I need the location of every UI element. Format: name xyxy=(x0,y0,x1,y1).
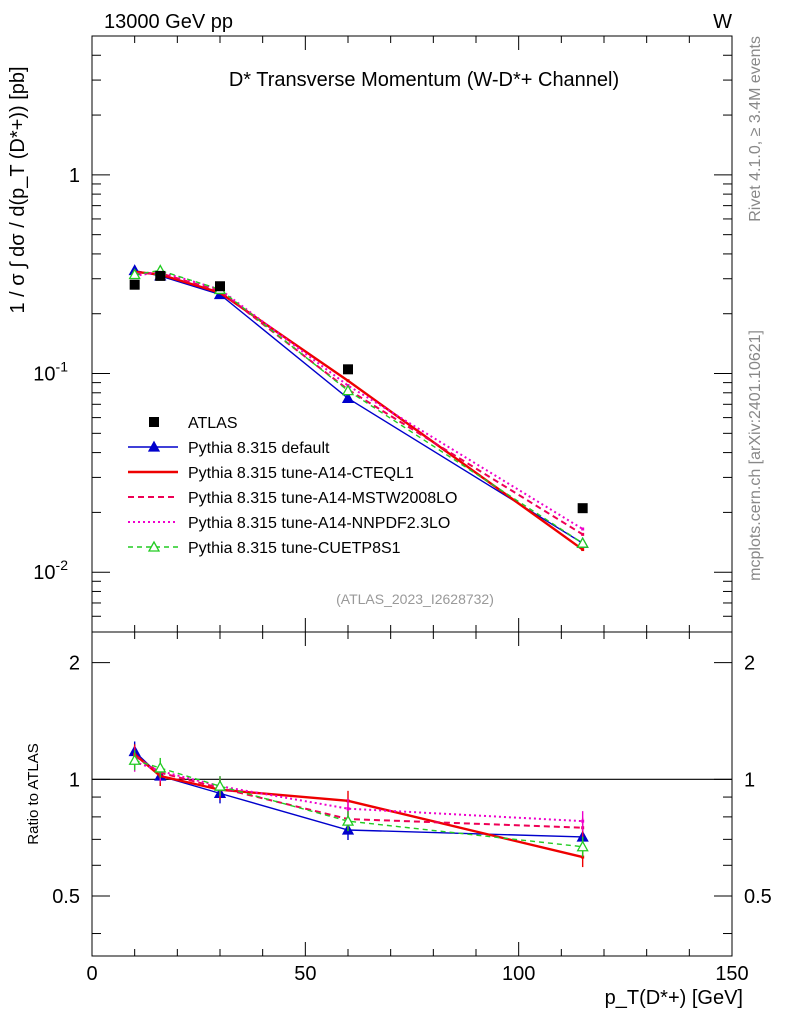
series-marker xyxy=(581,532,585,536)
mcplots-source-label: mcplots.cern.ch [arXiv:2401.10621] xyxy=(747,330,764,581)
series-marker xyxy=(341,384,355,396)
rivet-version-label: Rivet 4.1.0, ≥ 3.4M events xyxy=(747,36,764,222)
data-point xyxy=(343,364,353,375)
chart-title: D* Transverse Momentum (W-D*+ Channel) xyxy=(229,69,619,91)
x-axis-label: p_T(D*+) [GeV] xyxy=(605,987,743,1009)
legend-label: ATLAS xyxy=(188,415,238,432)
legend-label: Pythia 8.315 tune-CUETP8S1 xyxy=(188,540,401,557)
data-point xyxy=(577,503,588,514)
series-marker xyxy=(128,268,141,280)
ratio-series-line xyxy=(134,759,583,848)
ratio-series-marker xyxy=(576,840,589,852)
ratio-series-line xyxy=(134,760,583,823)
series-marker xyxy=(581,527,585,531)
series-marker xyxy=(576,536,589,548)
legend-label: Pythia 8.315 default xyxy=(188,440,330,457)
series-marker xyxy=(581,548,585,552)
header-energy-label: 13000 GeV pp xyxy=(104,11,233,33)
series-line xyxy=(134,272,584,536)
ratio-series-line xyxy=(134,750,583,838)
ratio-series-line xyxy=(133,753,583,859)
data-point xyxy=(155,270,166,281)
y-tick-label: 10-1 xyxy=(33,359,68,386)
ratio-y-tick-label: 2 xyxy=(69,653,80,675)
header-process-label: W xyxy=(713,11,732,33)
ratio-series-marker xyxy=(341,814,355,826)
y-tick-label: 1 xyxy=(69,165,80,187)
ratio-y-axis-label: Ratio to ATLAS xyxy=(25,743,42,844)
legend-label: Pythia 8.315 tune-A14-NNPDF2.3LO xyxy=(188,515,450,532)
y-tick-label: 10-2 xyxy=(33,557,68,584)
analysis-annotation: (ATLAS_2023_I2628732) xyxy=(336,591,494,607)
legend-marker xyxy=(147,440,161,452)
legend-marker xyxy=(149,417,159,427)
series-line xyxy=(134,269,584,544)
legend-label: Pythia 8.315 tune-A14-CTEQL1 xyxy=(188,465,414,482)
ratio-series-marker xyxy=(581,855,585,859)
x-tick-label: 100 xyxy=(502,963,535,985)
x-tick-label: 50 xyxy=(294,963,316,985)
legend-marker xyxy=(147,540,161,552)
ratio-y-tick-label-right: 0.5 xyxy=(744,886,772,908)
main-axes: 10-2 10-1 1 xyxy=(33,35,733,633)
x-tick-label: 150 xyxy=(715,963,748,985)
main-y-axis-label: 1 / σ ∫ dσ / d(p_T (D*+)) [pb] xyxy=(7,66,29,313)
series-line xyxy=(134,270,584,551)
legend-label: Pythia 8.315 tune-A14-MSTW2008LO xyxy=(188,490,457,507)
legend: ATLAS Pythia 8.315 default Pythia 8.315 tu… xyxy=(128,415,457,557)
ratio-axes: 0 50 100 150 0.5 0.5 1 1 2 2 xyxy=(52,632,772,985)
data-point xyxy=(215,281,225,292)
data-point xyxy=(129,279,140,290)
series-marker xyxy=(341,392,355,403)
series-marker xyxy=(346,379,350,383)
ratio-y-tick-label: 0.5 xyxy=(52,886,80,908)
ratio-panel-frame xyxy=(91,631,733,957)
x-tick-label: 0 xyxy=(86,963,97,985)
ratio-series-marker xyxy=(213,779,227,791)
ratio-series-marker xyxy=(128,753,141,765)
ratio-series-marker xyxy=(154,761,167,773)
ratio-series-marker xyxy=(581,819,585,823)
ratio-y-tick-label-right: 2 xyxy=(744,653,755,675)
ratio-y-tick-label: 1 xyxy=(69,769,80,791)
ratio-y-tick-label-right: 1 xyxy=(744,769,755,791)
ratio-series-marker xyxy=(346,807,350,811)
